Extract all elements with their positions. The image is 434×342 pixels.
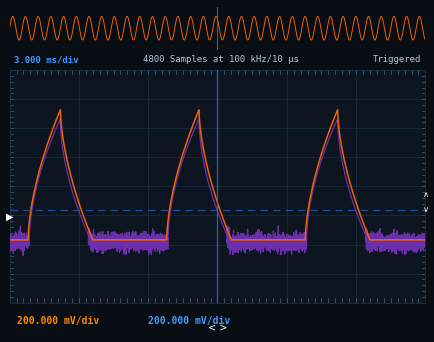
Text: ∧: ∧: [422, 190, 428, 199]
Text: 4800 Samples at 100 kHz/10 μs: 4800 Samples at 100 kHz/10 μs: [142, 55, 298, 64]
Text: Triggered: Triggered: [372, 55, 420, 64]
Text: ∨: ∨: [422, 205, 428, 214]
Text: ▶: ▶: [6, 212, 13, 222]
Text: 3.000 ms/div: 3.000 ms/div: [14, 55, 78, 64]
Text: < >: < >: [207, 323, 227, 333]
Text: 200.000 mV/div: 200.000 mV/div: [17, 316, 99, 327]
Text: 200.000 mV/div: 200.000 mV/div: [148, 316, 230, 327]
